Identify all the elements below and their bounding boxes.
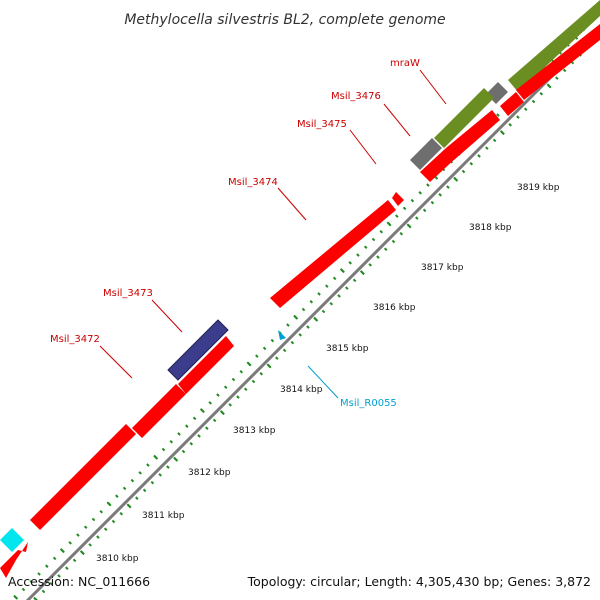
- cds-arrow-msil3476: [420, 148, 456, 182]
- cds-arrow-4: [500, 92, 524, 116]
- leader-msil3473: [151, 299, 183, 333]
- leader-msil-r0055: [307, 365, 339, 399]
- cds-arrow-5: [516, 24, 600, 100]
- leader-msil3472: [99, 345, 133, 379]
- gray-feature-1: [410, 138, 442, 170]
- tick-label-3810: 3810 kbp: [96, 554, 139, 564]
- gene-label-msil3472: Msil_3472: [50, 334, 100, 345]
- upper-feature-lane: [0, 0, 600, 552]
- rna-marker-msil-r0055: [278, 330, 286, 340]
- cyan-feature: [0, 528, 24, 552]
- genome-summary-text: Topology: circular; Length: 4,305,430 bp…: [247, 574, 591, 589]
- tick-label-3812: 3812 kbp: [188, 468, 231, 478]
- leader-msil3475: [349, 129, 377, 165]
- inner-major-ticks: [33, 35, 600, 600]
- genome-backbone: [25, 25, 600, 600]
- tick-label-3811: 3811 kbp: [142, 511, 185, 521]
- cds-arrow-1: [0, 542, 28, 578]
- gene-label-msil3475: Msil_3475: [297, 119, 347, 130]
- tick-label-3819: 3819 kbp: [517, 183, 560, 193]
- gene-labels: mraW Msil_3476 Msil_3475 Msil_3474 Msil_…: [50, 58, 420, 409]
- gene-label-msil-r0055: Msil_R0055: [340, 398, 397, 409]
- cds-arrow-3: [132, 384, 186, 438]
- cds-arrow-mraw: [446, 110, 500, 160]
- cds-lane: [0, 24, 600, 578]
- green-feature-1: [434, 88, 494, 148]
- leader-msil3476: [383, 103, 411, 137]
- cds-arrow-msil3474: [270, 200, 396, 308]
- map-title: Methylocella silvestris BL2, complete ge…: [124, 12, 445, 28]
- cds-arrow-msil3475: [392, 192, 404, 206]
- green-feature-2: [508, 0, 600, 92]
- tick-label-3818: 3818 kbp: [469, 223, 512, 233]
- gene-label-mraw: mraW: [390, 58, 420, 69]
- accession-text: Accession: NC_011666: [8, 574, 150, 589]
- tick-label-3817: 3817 kbp: [421, 263, 464, 273]
- tick-label-3815: 3815 kbp: [326, 344, 369, 354]
- blue-feature: [167, 319, 229, 381]
- leader-lines: [99, 69, 447, 399]
- tick-label-3813: 3813 kbp: [233, 426, 276, 436]
- kbp-tick-labels: 3810 kbp 3811 kbp 3812 kbp 3813 kbp 3814…: [96, 183, 560, 564]
- tick-label-3814: 3814 kbp: [280, 385, 323, 395]
- leader-msil3474: [277, 187, 307, 221]
- gene-label-msil3474: Msil_3474: [228, 177, 278, 188]
- cds-arrow-2: [30, 424, 136, 530]
- gene-label-msil3476: Msil_3476: [331, 91, 381, 102]
- leader-mraw: [419, 69, 447, 105]
- gene-label-msil3473: Msil_3473: [103, 288, 153, 299]
- cds-arrow-msil3472: [178, 336, 234, 394]
- tick-label-3816: 3816 kbp: [373, 303, 416, 313]
